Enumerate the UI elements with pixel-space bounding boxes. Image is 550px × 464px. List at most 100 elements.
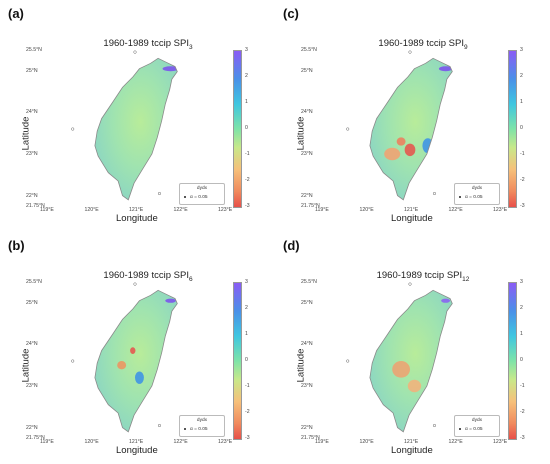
coastline — [94, 57, 178, 201]
island — [71, 127, 75, 131]
colorbar-tick: -1 — [245, 151, 250, 157]
colorbar-tick: 1 — [245, 99, 248, 105]
x-tick-label: 120°E — [84, 207, 99, 213]
colorbar-tick: -3 — [245, 203, 250, 209]
legend-box: dydx α = 0.05 — [179, 415, 225, 437]
legend-title: dydx — [196, 186, 208, 191]
anomaly-hotspot — [162, 66, 178, 72]
colorbar — [233, 282, 242, 440]
legend-title: dydx — [471, 418, 483, 423]
island — [432, 191, 437, 196]
land-area — [94, 58, 178, 200]
colorbar-tick: -3 — [245, 435, 250, 441]
x-axis-label: Longitude — [391, 445, 433, 456]
colorbar-tick: -2 — [520, 409, 525, 415]
panel-label: (a) — [8, 6, 24, 21]
y-tick-label: 23°N — [301, 151, 313, 157]
panel-title: 1960-1989 tccip SPI12 — [376, 270, 470, 283]
x-tick-label: 119°E — [315, 439, 329, 445]
colorbar-tick: 2 — [520, 73, 523, 79]
panel-label: (b) — [8, 238, 25, 253]
colorbar-tick: 1 — [520, 331, 523, 337]
y-tick-label: 23°N — [26, 151, 38, 157]
island — [157, 423, 162, 428]
legend-entry: α = 0.05 — [184, 427, 208, 432]
x-tick-label: 120°E — [359, 439, 374, 445]
x-axis-label: Longitude — [116, 213, 158, 224]
legend-box: dydx α = 0.05 — [454, 183, 500, 205]
y-tick-label: 25.5°N — [26, 279, 42, 285]
panel-label: (c) — [283, 6, 299, 21]
y-tick-label: 24°N — [301, 341, 313, 348]
x-tick-label: 121°E — [404, 439, 419, 445]
map-panel: (d) 1960-1989 tccip SPI12 Latitude Longitud… — [275, 232, 550, 464]
y-tick-label: 21.75°N — [26, 435, 45, 441]
legend-title: dydx — [196, 418, 208, 423]
colorbar-tick: -1 — [520, 383, 525, 389]
colorbar-tick: 2 — [520, 305, 523, 311]
y-tick-label: 25.5°N — [301, 47, 317, 53]
taiwan-map — [71, 282, 178, 433]
panel-title: 1960-1989 tccip SPI3 — [103, 38, 193, 51]
y-tick-label: 25°N — [26, 67, 38, 74]
y-tick-label: 24°N — [26, 109, 38, 116]
coastline — [369, 57, 453, 201]
colorbar-tick: 2 — [245, 305, 248, 311]
colorbar-tick: 1 — [520, 99, 523, 105]
colorbar-tick: 0 — [520, 357, 523, 363]
island — [346, 127, 350, 131]
map-panel: (c) 1960-1989 tccip SPI9 Latitude Longitude… — [275, 0, 550, 232]
y-tick-label: 21.75°N — [301, 435, 320, 441]
legend-box: dydx α = 0.05 — [454, 415, 500, 437]
anomaly-hotspot — [407, 379, 422, 393]
colorbar-tick: -3 — [520, 203, 525, 209]
x-tick-label: 122°E — [448, 207, 463, 213]
legend-entry: α = 0.05 — [459, 195, 483, 200]
y-tick-label: 21.75°N — [26, 203, 45, 209]
legend-entry: α = 0.05 — [459, 427, 483, 432]
anomaly-hotspot — [135, 371, 144, 384]
x-tick-label: 119°E — [40, 439, 54, 445]
island — [133, 50, 137, 54]
island — [346, 359, 350, 363]
y-tick-label: 25°N — [301, 299, 313, 306]
anomaly-hotspot — [165, 298, 176, 303]
anomaly-hotspot — [441, 298, 451, 303]
x-tick-label: 123°E — [493, 207, 508, 213]
anomaly-hotspot — [396, 137, 406, 146]
x-axis-label: Longitude — [391, 213, 433, 224]
x-axis-label: Longitude — [116, 445, 158, 456]
colorbar-tick: -2 — [520, 177, 525, 183]
x-tick-label: 120°E — [359, 207, 374, 213]
taiwan-map — [346, 282, 453, 433]
x-tick-label: 121°E — [129, 207, 144, 213]
colorbar-tick: 2 — [245, 73, 248, 79]
y-tick-label: 22°N — [26, 192, 38, 199]
legend-box: dydx α = 0.05 — [179, 183, 225, 205]
anomaly-hotspot — [438, 66, 453, 72]
colorbar — [508, 282, 517, 440]
map-panel: (a) 1960-1989 tccip SPI3 Latitude Longitude… — [0, 0, 275, 232]
colorbar-tick: -3 — [520, 435, 525, 441]
land-area — [369, 58, 453, 200]
colorbar-tick: 3 — [520, 279, 523, 285]
colorbar-tick: -1 — [245, 383, 250, 389]
y-tick-label: 22°N — [26, 424, 38, 431]
island — [133, 282, 137, 286]
anomaly-hotspot — [384, 147, 401, 161]
coastline — [94, 289, 178, 433]
island — [157, 191, 162, 196]
island — [71, 359, 75, 363]
legend-marker — [184, 195, 186, 198]
colorbar-tick: 1 — [245, 331, 248, 337]
y-tick-label: 25.5°N — [26, 47, 42, 53]
x-tick-label: 123°E — [493, 439, 508, 445]
land-area — [369, 290, 453, 432]
x-tick-label: 123°E — [218, 439, 233, 445]
anomaly-hotspot — [130, 347, 136, 354]
colorbar — [508, 50, 517, 208]
anomaly-hotspot — [392, 361, 410, 378]
colorbar-tick: -1 — [520, 151, 525, 157]
x-tick-label: 123°E — [218, 207, 233, 213]
x-tick-label: 121°E — [404, 207, 419, 213]
